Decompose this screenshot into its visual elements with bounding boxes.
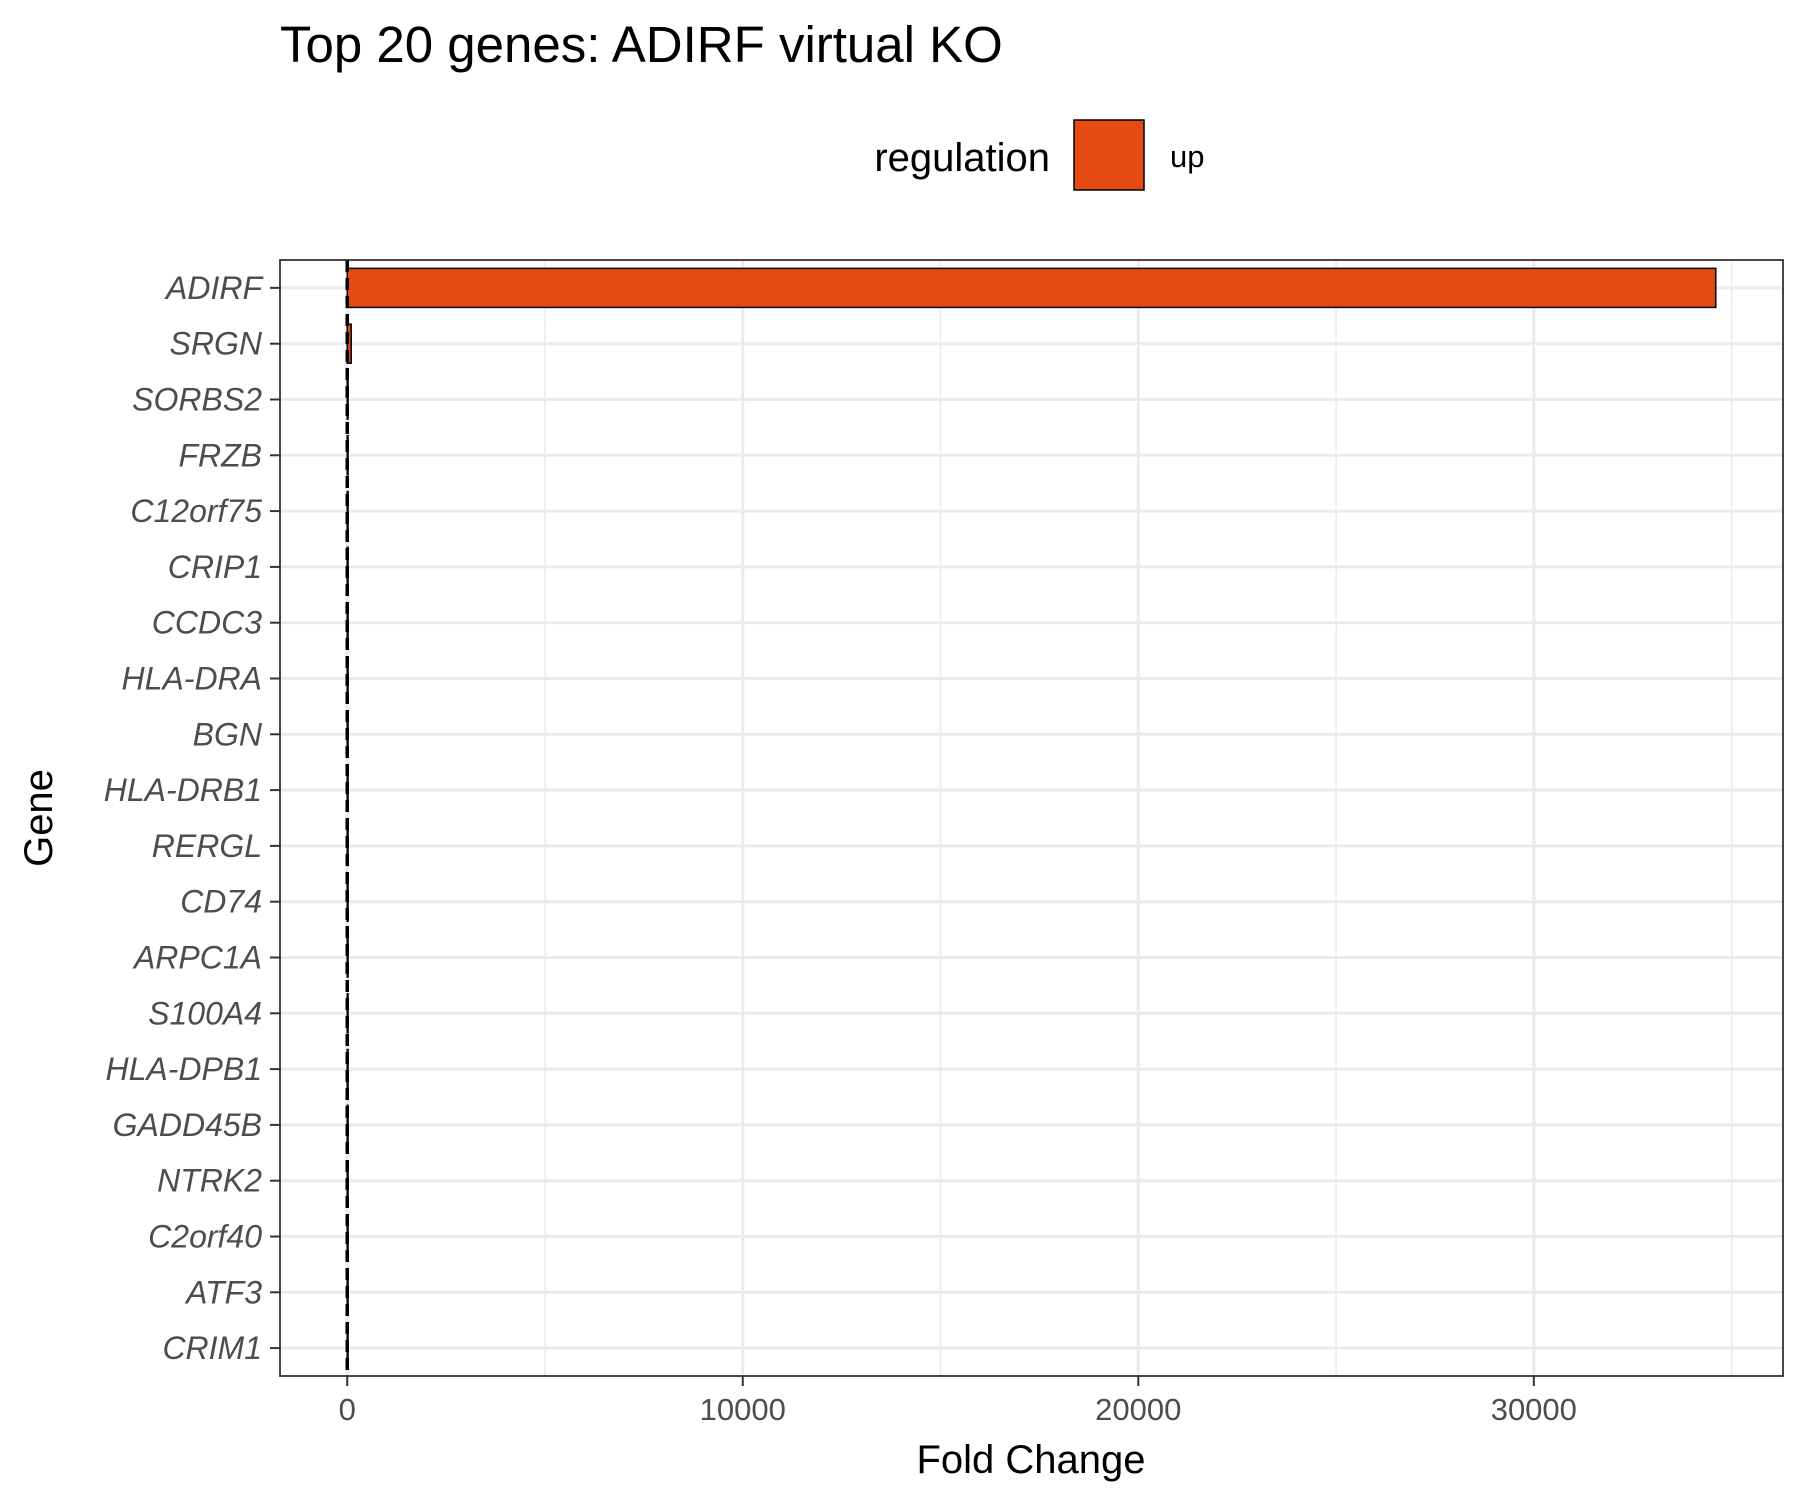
legend-key-up: [1073, 119, 1145, 191]
y-tick-label: C2orf40: [148, 1219, 262, 1255]
x-axis-title: Fold Change: [916, 1438, 1145, 1482]
x-axis-ticks: 0 10000 20000 30000: [339, 1376, 1577, 1427]
y-tick-label: FRZB: [178, 437, 262, 473]
bar-S100A4: [346, 993, 349, 1034]
y-tick-label: HLA-DPB1: [106, 1051, 263, 1087]
y-tick-label: CRIP1: [168, 549, 262, 585]
x-tick-label: 10000: [700, 1392, 786, 1427]
legend-label-up: up: [1170, 139, 1204, 174]
y-tick-label: HLA-DRA: [122, 661, 262, 697]
bars: [346, 267, 1717, 1369]
y-tick-label: CRIM1: [162, 1330, 262, 1366]
y-tick-label: GADD45B: [113, 1107, 262, 1143]
y-tick-label: SORBS2: [132, 382, 262, 418]
panel-background: [280, 260, 1783, 1376]
legend: regulation up: [874, 119, 1204, 191]
y-tick-label: ARPC1A: [132, 940, 262, 976]
bar-ADIRF: [346, 267, 1717, 309]
bar-FRZB: [346, 435, 349, 476]
y-axis-title: Gene: [17, 769, 61, 867]
x-tick-label: 30000: [1491, 1392, 1577, 1427]
y-tick-label: NTRK2: [157, 1163, 262, 1199]
grid: [280, 260, 1783, 1376]
x-tick-label: 0: [339, 1392, 356, 1427]
y-tick-label: S100A4: [148, 995, 262, 1031]
x-tick-label: 20000: [1095, 1392, 1181, 1427]
panel-border: [279, 259, 1784, 1377]
y-tick-label: HLA-DRB1: [104, 772, 262, 808]
chart-title: Top 20 genes: ADIRF virtual KO: [280, 16, 1003, 73]
y-tick-label: RERGL: [152, 828, 262, 864]
legend-title: regulation: [874, 136, 1050, 180]
y-tick-label: C12orf75: [130, 493, 262, 529]
y-tick-label: ATF3: [184, 1274, 262, 1310]
y-axis-ticks: ADIRF SRGN SORBS2 FRZB C12orf75 CRIP1 CCDC3 HLA…: [104, 270, 280, 1366]
y-tick-label: SRGN: [170, 326, 263, 362]
y-tick-label: BGN: [193, 716, 263, 752]
y-tick-label: CCDC3: [152, 605, 262, 641]
y-tick-label: ADIRF: [164, 270, 264, 306]
y-tick-label: CD74: [180, 884, 262, 920]
